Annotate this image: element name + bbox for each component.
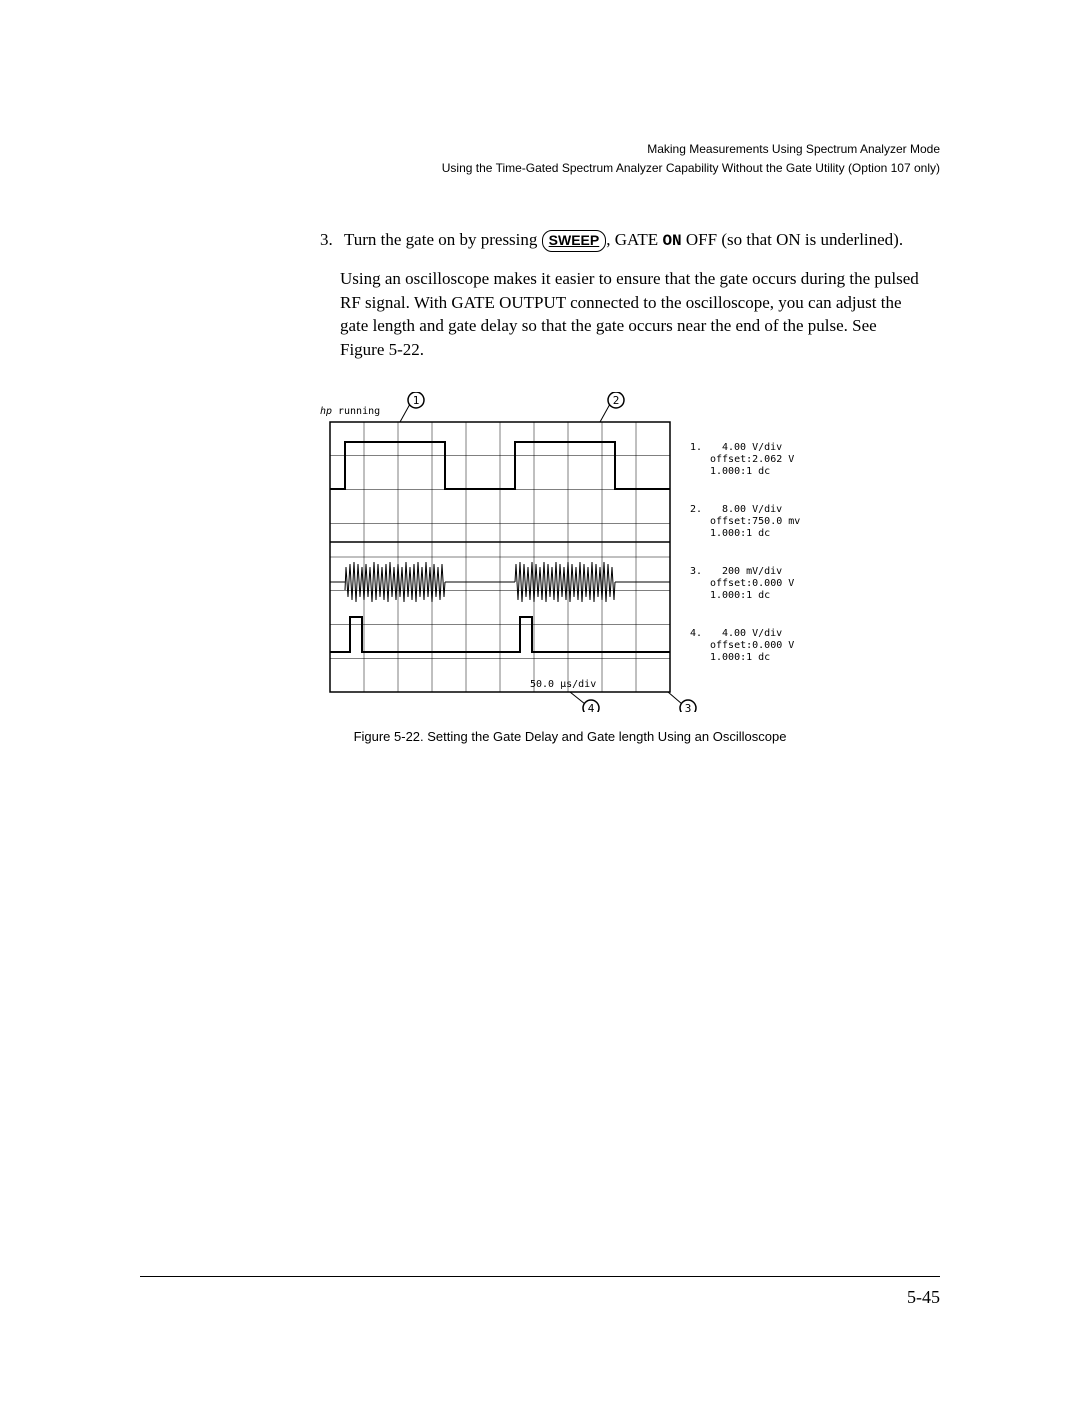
marker-2-line bbox=[600, 404, 610, 422]
marker-1-line bbox=[400, 404, 410, 422]
ch1-offset: offset:2.062 V bbox=[710, 454, 794, 465]
header-chapter: Making Measurements Using Spectrum Analy… bbox=[140, 140, 940, 159]
paragraph-text: Using an oscilloscope makes it easier to… bbox=[340, 267, 920, 362]
page-number: 5-45 bbox=[907, 1287, 940, 1307]
page-container: Making Measurements Using Spectrum Analy… bbox=[0, 0, 1080, 1408]
ch4-coupling: 1.000:1 dc bbox=[710, 652, 770, 663]
ch1-num: 1. bbox=[690, 442, 702, 453]
marker-4-text: 4 bbox=[588, 702, 595, 712]
sweep-key: SWEEP bbox=[542, 230, 607, 252]
ch2-num: 2. bbox=[690, 504, 702, 515]
oscilloscope-figure: hp running 1 2 4 3 50 bbox=[290, 392, 850, 712]
ch4-scale: 4.00 V/div bbox=[722, 628, 782, 639]
page-footer: 5-45 bbox=[140, 1276, 940, 1308]
timebase-label: 50.0 µs/div bbox=[530, 679, 596, 690]
step-number: 3. bbox=[320, 228, 340, 252]
ch1-scale: 4.00 V/div bbox=[722, 442, 782, 453]
page-header: Making Measurements Using Spectrum Analy… bbox=[140, 140, 940, 178]
ch3-coupling: 1.000:1 dc bbox=[710, 590, 770, 601]
ch3-scale: 200 mV/div bbox=[722, 566, 782, 577]
channel-info: 1. 4.00 V/div offset:2.062 V 1.000:1 dc … bbox=[690, 442, 800, 663]
ch1-coupling: 1.000:1 dc bbox=[710, 466, 770, 477]
header-section: Using the Time-Gated Spectrum Analyzer C… bbox=[140, 159, 940, 178]
ch3-num: 3. bbox=[690, 566, 702, 577]
content-area: 3. Turn the gate on by pressing SWEEP, G… bbox=[340, 228, 920, 744]
ch2-scale: 8.00 V/div bbox=[722, 504, 782, 515]
figure-caption: Figure 5-22. Setting the Gate Delay and … bbox=[220, 729, 920, 744]
marker-3-line bbox=[668, 692, 682, 704]
on-label: ON bbox=[662, 232, 681, 250]
marker-2-text: 2 bbox=[613, 394, 620, 407]
marker-4-line bbox=[570, 692, 585, 704]
step-text-1: Turn the gate on by pressing bbox=[344, 230, 542, 249]
marker-3-text: 3 bbox=[685, 702, 692, 712]
ch3-offset: offset:0.000 V bbox=[710, 578, 794, 589]
hp-label: hp bbox=[320, 406, 332, 417]
ch2-offset: offset:750.0 mv bbox=[710, 516, 800, 527]
running-label: running bbox=[338, 406, 380, 417]
ch2-coupling: 1.000:1 dc bbox=[710, 528, 770, 539]
marker-1-text: 1 bbox=[413, 394, 420, 407]
step-text-2: , GATE bbox=[606, 230, 662, 249]
figure-container: hp running 1 2 4 3 50 bbox=[220, 392, 920, 744]
ch4-num: 4. bbox=[690, 628, 702, 639]
step-text-3: OFF (so that ON is underlined). bbox=[682, 230, 903, 249]
step-3: 3. Turn the gate on by pressing SWEEP, G… bbox=[340, 228, 920, 252]
ch4-offset: offset:0.000 V bbox=[710, 640, 794, 651]
